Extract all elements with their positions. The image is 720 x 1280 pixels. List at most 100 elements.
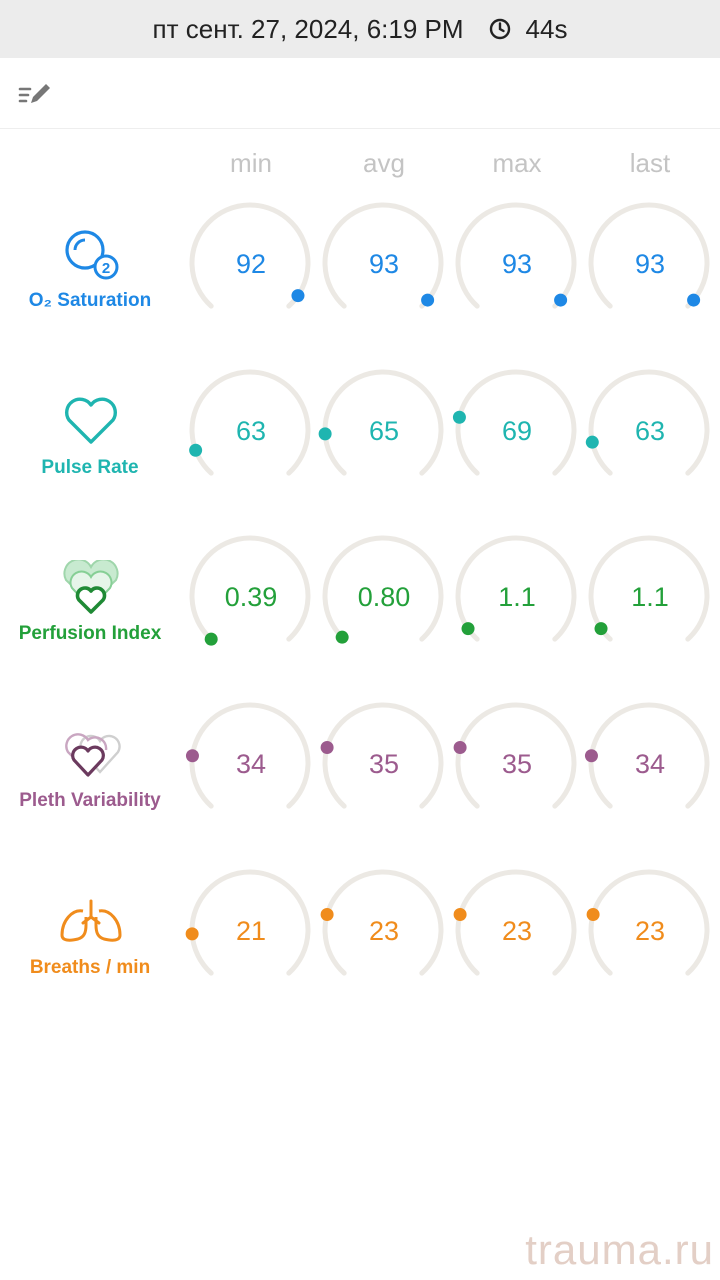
gauge-arc bbox=[318, 369, 444, 476]
gauge-track bbox=[588, 202, 710, 309]
gauge-arc bbox=[189, 535, 311, 646]
row-label-pulse-rate: Pulse Rate bbox=[41, 457, 139, 478]
gauge-pulse-last: 63 bbox=[585, 369, 720, 502]
gauge-arc bbox=[453, 702, 577, 809]
gauge-value: 92 bbox=[235, 249, 267, 279]
row-label-o2-saturation: O₂ Saturation bbox=[28, 290, 152, 311]
gauge-value: 63 bbox=[634, 416, 666, 446]
gauge-value: 23 bbox=[368, 916, 400, 946]
gauge-value: 63 bbox=[235, 416, 267, 446]
gauge-track bbox=[588, 535, 710, 642]
session-datetime: пт сент. 27, 2024, 6:19 PM bbox=[152, 13, 464, 44]
gauge-value: 65 bbox=[368, 416, 400, 446]
gauge-value: 0.80 bbox=[357, 582, 411, 612]
status-bar: пт сент. 27, 2024, 6:19 PM 44s bbox=[0, 0, 720, 58]
gauge-arc bbox=[455, 202, 577, 309]
gauge-pulse-max: 69 bbox=[452, 369, 588, 502]
gauge-marker bbox=[320, 908, 334, 922]
gauge-value: 93 bbox=[368, 249, 400, 279]
gauge-track bbox=[189, 369, 311, 476]
column-header-max: max bbox=[492, 148, 542, 178]
gauge-value: 34 bbox=[235, 749, 267, 779]
gauge-value: 93 bbox=[634, 249, 666, 279]
gauge-arc bbox=[452, 369, 577, 476]
gauge-marker bbox=[335, 630, 349, 644]
gauge-value: 1.1 bbox=[498, 582, 536, 612]
toolbar bbox=[0, 58, 720, 129]
gauge-marker bbox=[421, 293, 435, 307]
gauge-arc bbox=[189, 369, 311, 476]
gauge-track bbox=[455, 702, 577, 809]
gauge-arc bbox=[320, 702, 444, 809]
row-label-breaths-per-min: Breaths / min bbox=[29, 957, 151, 978]
gauge-marker bbox=[318, 427, 332, 441]
gauge-pulse-min: 63 bbox=[189, 369, 322, 502]
o2-saturation-icon: 2 bbox=[65, 230, 119, 280]
edit-button[interactable] bbox=[14, 76, 56, 110]
column-header-min: min bbox=[230, 148, 272, 178]
gauge-track bbox=[588, 869, 710, 976]
gauge-breath-avg: 23 bbox=[320, 869, 455, 1002]
gauge-marker bbox=[189, 443, 203, 457]
gauge-value: 69 bbox=[501, 416, 533, 446]
gauge-perf-max: 1.1 bbox=[455, 535, 588, 668]
gauge-track bbox=[455, 369, 577, 476]
gauge-value: 21 bbox=[235, 916, 267, 946]
gauge-o2-last: 93 bbox=[588, 202, 720, 335]
gauge-value: 0.39 bbox=[224, 582, 278, 612]
gauge-value: 35 bbox=[501, 749, 533, 779]
gauge-arc bbox=[588, 535, 710, 642]
gauge-arc bbox=[189, 202, 311, 309]
gauge-marker bbox=[185, 927, 199, 941]
clock-icon bbox=[489, 18, 510, 40]
gauge-breath-min: 21 bbox=[185, 869, 322, 1002]
gauge-arc bbox=[584, 702, 710, 809]
session-duration: 44s bbox=[525, 13, 568, 44]
gauge-arc bbox=[586, 869, 710, 976]
gauge-arc bbox=[455, 535, 577, 642]
gauge-track bbox=[455, 869, 577, 976]
gauge-value: 35 bbox=[368, 749, 400, 779]
gauge-track bbox=[455, 202, 577, 309]
gauge-pleth-avg: 35 bbox=[320, 702, 455, 835]
gauge-arc bbox=[588, 202, 710, 309]
gauge-track bbox=[189, 535, 311, 642]
gauge-arc bbox=[185, 702, 311, 809]
gauge-arc bbox=[185, 869, 311, 976]
edit-list-icon bbox=[18, 84, 50, 103]
gauge-marker bbox=[554, 293, 568, 307]
gauge-perf-avg: 0.80 bbox=[322, 535, 455, 668]
gauge-marker bbox=[687, 293, 701, 307]
gauge-perf-min: 0.39 bbox=[189, 535, 322, 668]
gauge-pulse-avg: 65 bbox=[318, 369, 455, 502]
gauge-arc bbox=[322, 535, 444, 644]
column-header-avg: avg bbox=[363, 148, 405, 178]
gauge-marker bbox=[585, 435, 599, 449]
gauge-arc bbox=[320, 869, 444, 976]
row-label-perfusion-index: Perfusion Index bbox=[18, 623, 162, 644]
gauge-value: 23 bbox=[634, 916, 666, 946]
gauge-value: 34 bbox=[634, 749, 666, 779]
lungs-icon bbox=[60, 899, 122, 942]
gauge-marker bbox=[204, 632, 218, 646]
gauge-track bbox=[189, 702, 311, 809]
gauge-marker bbox=[320, 741, 334, 755]
gauge-marker bbox=[586, 908, 600, 922]
gauge-pleth-last: 34 bbox=[584, 702, 720, 835]
gauge-arc bbox=[585, 369, 710, 476]
gauge-marker bbox=[452, 410, 466, 424]
gauge-marker bbox=[453, 908, 467, 922]
gauge-value: 1.1 bbox=[631, 582, 669, 612]
gauge-marker bbox=[453, 741, 467, 755]
gauge-o2-max: 93 bbox=[455, 202, 588, 335]
gauge-perf-last: 1.1 bbox=[588, 535, 720, 668]
perfusion-hearts-icon bbox=[63, 560, 119, 614]
svg-text:2: 2 bbox=[102, 260, 110, 277]
gauge-pleth-min: 34 bbox=[185, 702, 322, 835]
column-header-last: last bbox=[629, 148, 671, 178]
gauge-track bbox=[189, 202, 311, 309]
pleth-hearts-icon bbox=[65, 733, 121, 777]
watermark: trauma.ru bbox=[525, 1226, 714, 1273]
gauge-value: 93 bbox=[501, 249, 533, 279]
gauge-track bbox=[322, 202, 444, 309]
